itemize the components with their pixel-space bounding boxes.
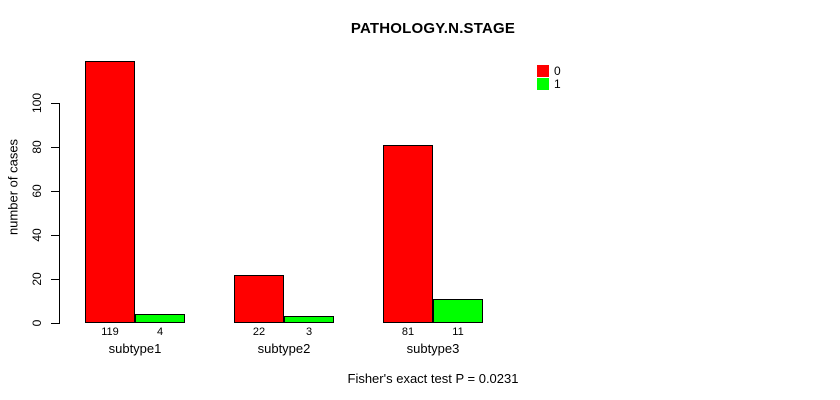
y-axis-title: number of cases (5, 138, 21, 236)
bar-0-subtype2 (234, 275, 284, 323)
annotation-fisher-test: Fisher's exact test P = 0.0231 (347, 371, 519, 386)
y-tick-label: 20 (30, 272, 44, 286)
bar-value-label: 11 (452, 326, 464, 338)
legend-label: 0 (554, 64, 561, 78)
y-tick-label: 40 (30, 228, 44, 242)
legend-item-0: 0 (537, 64, 561, 78)
bar-value-label: 22 (252, 326, 266, 338)
y-tick-label: 100 (30, 92, 44, 114)
x-category-label-subtype2: subtype2 (257, 341, 311, 356)
bar-1-subtype1 (135, 314, 185, 323)
legend-label: 1 (554, 77, 561, 91)
y-tick-label: 60 (30, 184, 44, 198)
y-tick (51, 147, 59, 148)
y-tick-label: 80 (30, 140, 44, 154)
chart-title: PATHOLOGY.N.STAGE (350, 20, 516, 37)
y-tick (51, 279, 59, 280)
legend-swatch-0 (537, 65, 549, 77)
y-tick (51, 235, 59, 236)
bar-value-label: 4 (156, 326, 164, 338)
y-tick (51, 323, 59, 324)
bar-value-label: 81 (401, 326, 415, 338)
legend-swatch-1 (537, 78, 549, 90)
x-category-label-subtype3: subtype3 (406, 341, 460, 356)
y-tick (51, 191, 59, 192)
y-tick (51, 103, 59, 104)
y-tick-label: 0 (30, 319, 44, 327)
bar-0-subtype3 (383, 145, 433, 323)
bar-value-label: 119 (101, 326, 119, 338)
bar-value-label: 3 (305, 326, 313, 338)
bar-0-subtype1 (85, 61, 135, 323)
bar-1-subtype2 (284, 316, 334, 323)
legend-item-1: 1 (537, 77, 561, 91)
bar-1-subtype3 (433, 299, 483, 323)
y-axis-line (59, 103, 60, 324)
x-category-label-subtype1: subtype1 (108, 341, 162, 356)
